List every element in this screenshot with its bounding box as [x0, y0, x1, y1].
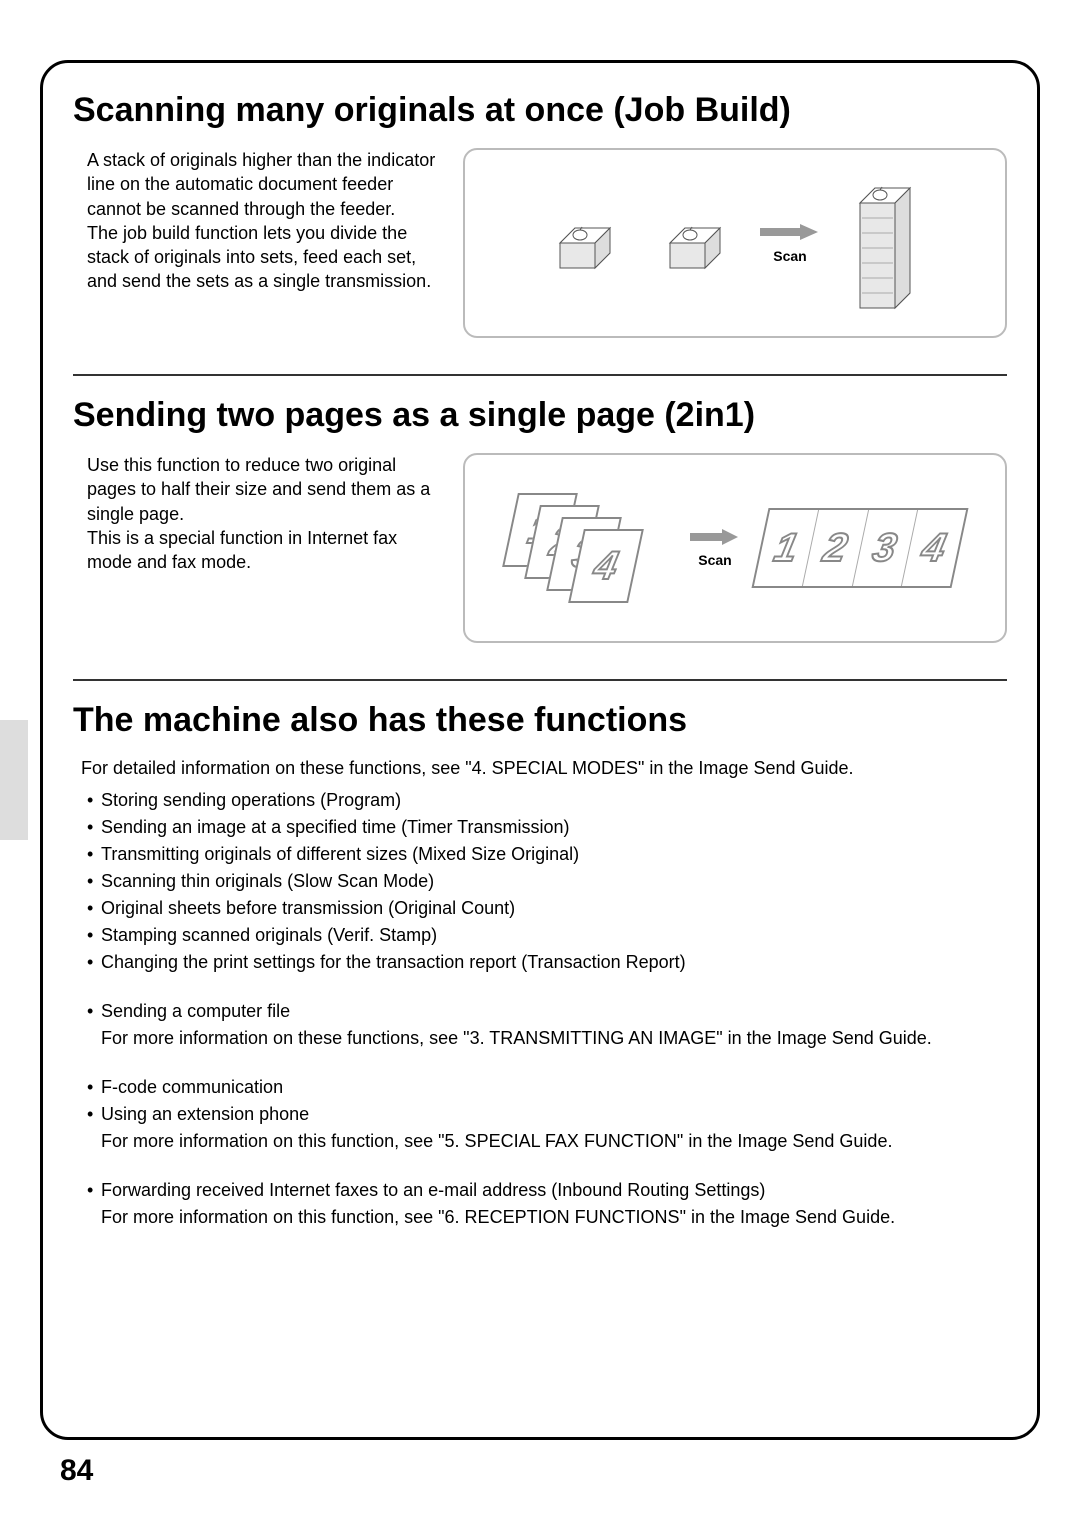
- pages-stack-icon: 1 2 3 4: [510, 493, 670, 603]
- scan-arrow: Scan: [690, 528, 740, 568]
- group2-note: For more information on these functions,…: [73, 1025, 1007, 1052]
- tall-stack-icon: [840, 168, 930, 318]
- list-item: F-code communication: [87, 1074, 1007, 1101]
- group3-note: For more information on this function, s…: [73, 1128, 1007, 1155]
- list-item: Forwarding received Internet faxes to an…: [87, 1177, 1007, 1204]
- divider: [73, 679, 1007, 681]
- list-item: Original sheets before transmission (Ori…: [87, 895, 1007, 922]
- side-tab: [0, 720, 28, 840]
- section1-para2: The job build function lets you divide t…: [87, 223, 431, 292]
- function-list-1: Storing sending operations (Program) Sen…: [73, 787, 1007, 976]
- section2-para2: This is a special function in Internet f…: [87, 528, 397, 572]
- scan-label: Scan: [773, 248, 806, 264]
- arrow-right-icon: [690, 528, 740, 546]
- combined-page-icon: 1 2 3 4: [751, 508, 968, 588]
- list-item: Changing the print settings for the tran…: [87, 949, 1007, 976]
- list-item: Stamping scanned originals (Verif. Stamp…: [87, 922, 1007, 949]
- list-item: Sending a computer file: [87, 998, 1007, 1025]
- section2-illustration: 1 2 3 4 Scan 1 2 3 4: [463, 453, 1007, 643]
- section3-title: The machine also has these functions: [73, 701, 1007, 740]
- section1-illustration: Scan: [463, 148, 1007, 338]
- group4-note: For more information on this function, s…: [73, 1204, 1007, 1231]
- section2-para1: Use this function to reduce two original…: [87, 455, 430, 524]
- page-frame: Scanning many originals at once (Job Bui…: [40, 60, 1040, 1440]
- list-item: Sending an image at a specified time (Ti…: [87, 814, 1007, 841]
- section2-text: Use this function to reduce two original…: [73, 453, 443, 574]
- arrow-right-icon: [760, 222, 820, 242]
- paper-stack-icon: [540, 198, 630, 288]
- paper-stack-icon: [650, 198, 740, 288]
- section1-para1: A stack of originals higher than the ind…: [87, 150, 435, 219]
- section3-intro: For detailed information on these functi…: [81, 758, 1007, 779]
- divider: [73, 374, 1007, 376]
- section2-row: Use this function to reduce two original…: [73, 453, 1007, 643]
- section1-title: Scanning many originals at once (Job Bui…: [73, 91, 1007, 130]
- page-number: 84: [60, 1454, 93, 1488]
- section2-title: Sending two pages as a single page (2in1…: [73, 396, 1007, 435]
- section1-row: A stack of originals higher than the ind…: [73, 148, 1007, 338]
- function-group-3: F-code communication Using an extension …: [73, 1074, 1007, 1155]
- list-item: Using an extension phone: [87, 1101, 1007, 1128]
- list-item: Storing sending operations (Program): [87, 787, 1007, 814]
- function-group-4: Forwarding received Internet faxes to an…: [73, 1177, 1007, 1231]
- function-group-2: Sending a computer file For more informa…: [73, 998, 1007, 1052]
- list-item: Scanning thin originals (Slow Scan Mode): [87, 868, 1007, 895]
- scan-arrow: Scan: [760, 222, 820, 264]
- section1-text: A stack of originals higher than the ind…: [73, 148, 443, 294]
- list-item: Transmitting originals of different size…: [87, 841, 1007, 868]
- scan-label: Scan: [698, 552, 731, 568]
